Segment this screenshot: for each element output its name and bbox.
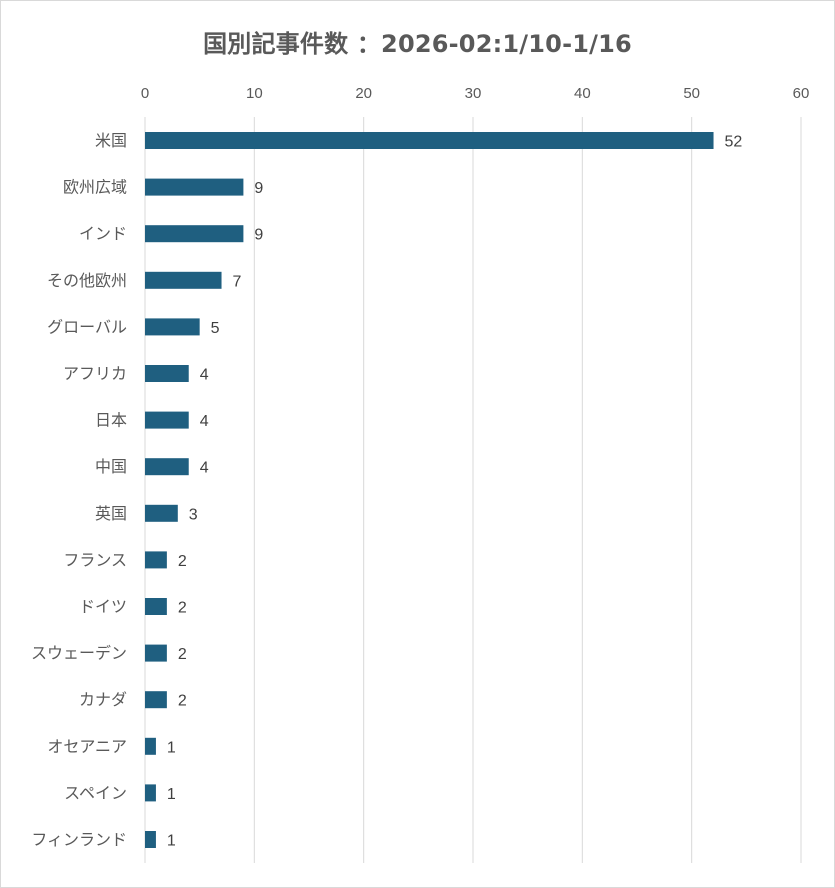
x-tick-label: 40: [574, 85, 591, 102]
category-label: グローバル: [47, 317, 127, 336]
category-label: スウェーデン: [31, 644, 127, 663]
x-tick-label: 10: [246, 85, 263, 102]
category-label: 英国: [95, 504, 127, 523]
data-label: 7: [233, 273, 242, 290]
x-tick-label: 0: [141, 85, 149, 102]
bar: [145, 411, 189, 429]
data-label: 9: [254, 180, 263, 197]
bar: [145, 691, 167, 709]
category-label: ドイツ: [79, 597, 127, 616]
data-label: 2: [178, 600, 187, 617]
bar: [145, 365, 189, 382]
x-axis-ticks: 0 10 20 30 40 50 60: [141, 85, 810, 102]
data-label: 4: [200, 413, 209, 430]
data-labels: 52 9 9 7 5 4 4 4 3 2 2 2 2 1 1 1: [167, 134, 742, 850]
category-label: アフリカ: [63, 364, 127, 383]
bar: [145, 504, 178, 522]
x-tick-label: 60: [793, 85, 810, 102]
category-label: インド: [79, 224, 127, 243]
category-label: 欧州広域: [63, 178, 127, 197]
data-label: 2: [178, 553, 187, 570]
bar: [145, 271, 222, 289]
x-tick-label: 30: [465, 85, 482, 102]
data-label: 9: [254, 227, 263, 244]
bar: [145, 831, 156, 848]
category-label: オセアニア: [47, 737, 127, 756]
bar: [145, 458, 189, 476]
bar: [145, 598, 167, 615]
bar: [145, 551, 167, 569]
bar: [145, 318, 200, 336]
chart-title: 国別記事件数 ：2026-02:1/10-1/16: [203, 30, 632, 58]
data-label: 2: [178, 646, 187, 663]
bar: [145, 225, 244, 243]
data-label: 1: [167, 833, 176, 850]
bars: [145, 132, 714, 848]
category-label: フィンランド: [31, 830, 127, 849]
category-label: 日本: [95, 411, 127, 430]
bar: [145, 737, 156, 755]
category-label: 中国: [95, 457, 127, 476]
category-label: その他欧州: [47, 271, 127, 290]
bar: [145, 178, 244, 196]
data-label: 4: [200, 367, 209, 384]
gridlines: [144, 117, 802, 863]
data-label: 5: [211, 320, 220, 337]
bar: [145, 132, 714, 149]
bar: [145, 784, 156, 802]
data-label: 2: [178, 693, 187, 710]
data-label: 52: [725, 134, 743, 151]
category-label: 米国: [95, 131, 127, 150]
data-label: 1: [167, 786, 176, 803]
x-tick-label: 20: [355, 85, 372, 102]
data-label: 3: [189, 506, 198, 523]
category-label: スペイン: [64, 783, 127, 802]
category-label: カナダ: [79, 690, 127, 709]
data-label: 1: [167, 739, 176, 756]
category-label: フランス: [63, 550, 127, 569]
x-tick-label: 50: [683, 85, 700, 102]
data-label: 4: [200, 460, 209, 477]
bar: [145, 644, 167, 662]
category-axis: 米国欧州広域インドその他欧州グローバルアフリカ日本中国英国フランスドイツスウェー…: [31, 131, 127, 849]
